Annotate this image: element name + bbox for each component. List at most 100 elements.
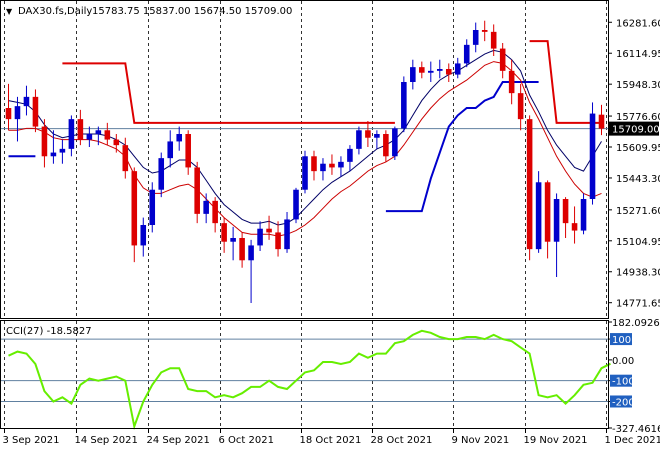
candle-body	[563, 199, 569, 223]
candle-body	[437, 69, 443, 71]
candle-body	[167, 141, 173, 158]
candle-body	[60, 149, 66, 153]
candle-body	[140, 225, 146, 245]
candle-body	[518, 93, 524, 119]
price-tick-label: 15948.30	[616, 80, 660, 91]
candle-body	[24, 97, 30, 106]
candle-body	[194, 167, 200, 213]
candle-body	[347, 149, 353, 162]
candle-body	[482, 30, 488, 32]
candle-body	[464, 45, 470, 64]
x-tick-label: 28 Oct 2021	[371, 435, 433, 446]
candle-body	[185, 134, 191, 167]
candle-body	[221, 223, 227, 242]
candle-body	[455, 63, 461, 74]
candle-body	[311, 156, 317, 171]
price-tick-label: 15609.95	[616, 143, 660, 154]
candle-body	[536, 182, 542, 249]
candle-body	[275, 232, 281, 249]
price-tick-label: 16281.60	[616, 18, 660, 29]
candle-body	[158, 158, 164, 190]
current-price-label: 15709.00	[612, 125, 660, 136]
candle-body	[383, 134, 389, 156]
candle-body	[581, 199, 587, 231]
candle-body	[491, 32, 497, 49]
candle-body	[257, 229, 263, 246]
candle-body	[69, 119, 75, 149]
cci-label: CCI(27) -18.5827	[6, 326, 92, 337]
price-tick-label: 16114.95	[616, 49, 660, 60]
price-tick-label: 15104.95	[616, 237, 660, 248]
candle-body	[545, 182, 551, 241]
symbol-label: DAX30.fs,Daily	[18, 6, 92, 17]
cci-tick-label: 0.00	[612, 356, 634, 367]
x-tick-label: 1 Dec 2021	[605, 435, 660, 446]
candle-body	[419, 67, 425, 73]
candle-body	[365, 130, 371, 137]
candle-body	[590, 114, 596, 199]
dropdown-triangle-icon[interactable]: ▼	[6, 7, 13, 16]
cci-tick-label: 182.0926	[612, 318, 660, 329]
ohlc-label: 15783.75 15837.00 15674.50 15709.00	[92, 6, 292, 17]
candle-body	[42, 127, 48, 157]
candle-body	[428, 71, 434, 73]
candle-body	[572, 223, 578, 230]
candle-body	[123, 145, 129, 171]
x-tick-label: 14 Sep 2021	[75, 435, 138, 446]
x-tick-label: 6 Oct 2021	[219, 435, 274, 446]
candle-body	[554, 199, 560, 242]
candle-body	[302, 156, 308, 189]
cci-tick-label: -100	[612, 377, 635, 388]
cci-tick-label: -200	[612, 397, 635, 408]
cci-tick-label: -327.4616	[612, 424, 660, 435]
price-tick-label: 15443.30	[616, 174, 660, 185]
candle-body	[293, 190, 299, 220]
candle-body	[410, 67, 416, 82]
candle-body	[329, 164, 335, 168]
x-tick-label: 24 Sep 2021	[147, 435, 210, 446]
candle-body	[230, 238, 236, 242]
candle-body	[599, 115, 605, 129]
candle-body	[356, 130, 362, 149]
candle-body	[320, 164, 326, 171]
candle-body	[527, 119, 533, 249]
candle-body	[284, 219, 290, 249]
candle-body	[114, 140, 120, 146]
candle-body	[401, 82, 407, 128]
candle-body	[212, 201, 218, 223]
candle-body	[473, 30, 479, 45]
candle-body	[248, 245, 254, 260]
price-tick-label: 14771.65	[616, 299, 660, 310]
candle-body	[87, 134, 93, 140]
candle-body	[500, 49, 506, 71]
candle-body	[266, 229, 272, 233]
candle-body	[149, 190, 155, 225]
candle-body	[176, 134, 182, 141]
x-tick-label: 18 Oct 2021	[300, 435, 362, 446]
candle-body	[15, 106, 21, 119]
candle-body	[51, 153, 57, 157]
candle-body	[131, 171, 137, 245]
price-tick-label: 15776.60	[616, 112, 660, 123]
candle-body	[78, 119, 84, 139]
candle-body	[96, 130, 102, 134]
price-tick-label: 15271.60	[616, 206, 660, 217]
candle-body	[203, 201, 209, 214]
candle-body	[374, 134, 380, 138]
candle-body	[33, 97, 39, 127]
price-tick-label: 14938.30	[616, 268, 660, 279]
candle-body	[392, 128, 398, 156]
candle-body	[446, 69, 452, 75]
x-tick-label: 9 Nov 2021	[452, 435, 510, 446]
candle-body	[338, 162, 344, 168]
candle-body	[239, 238, 245, 260]
cci-tick-label: 100	[612, 335, 631, 346]
candle-body	[6, 108, 12, 119]
x-tick-label: 19 Nov 2021	[524, 435, 588, 446]
candle-body	[509, 71, 515, 93]
candle-body	[105, 130, 111, 139]
x-tick-label: 3 Sep 2021	[3, 435, 60, 446]
